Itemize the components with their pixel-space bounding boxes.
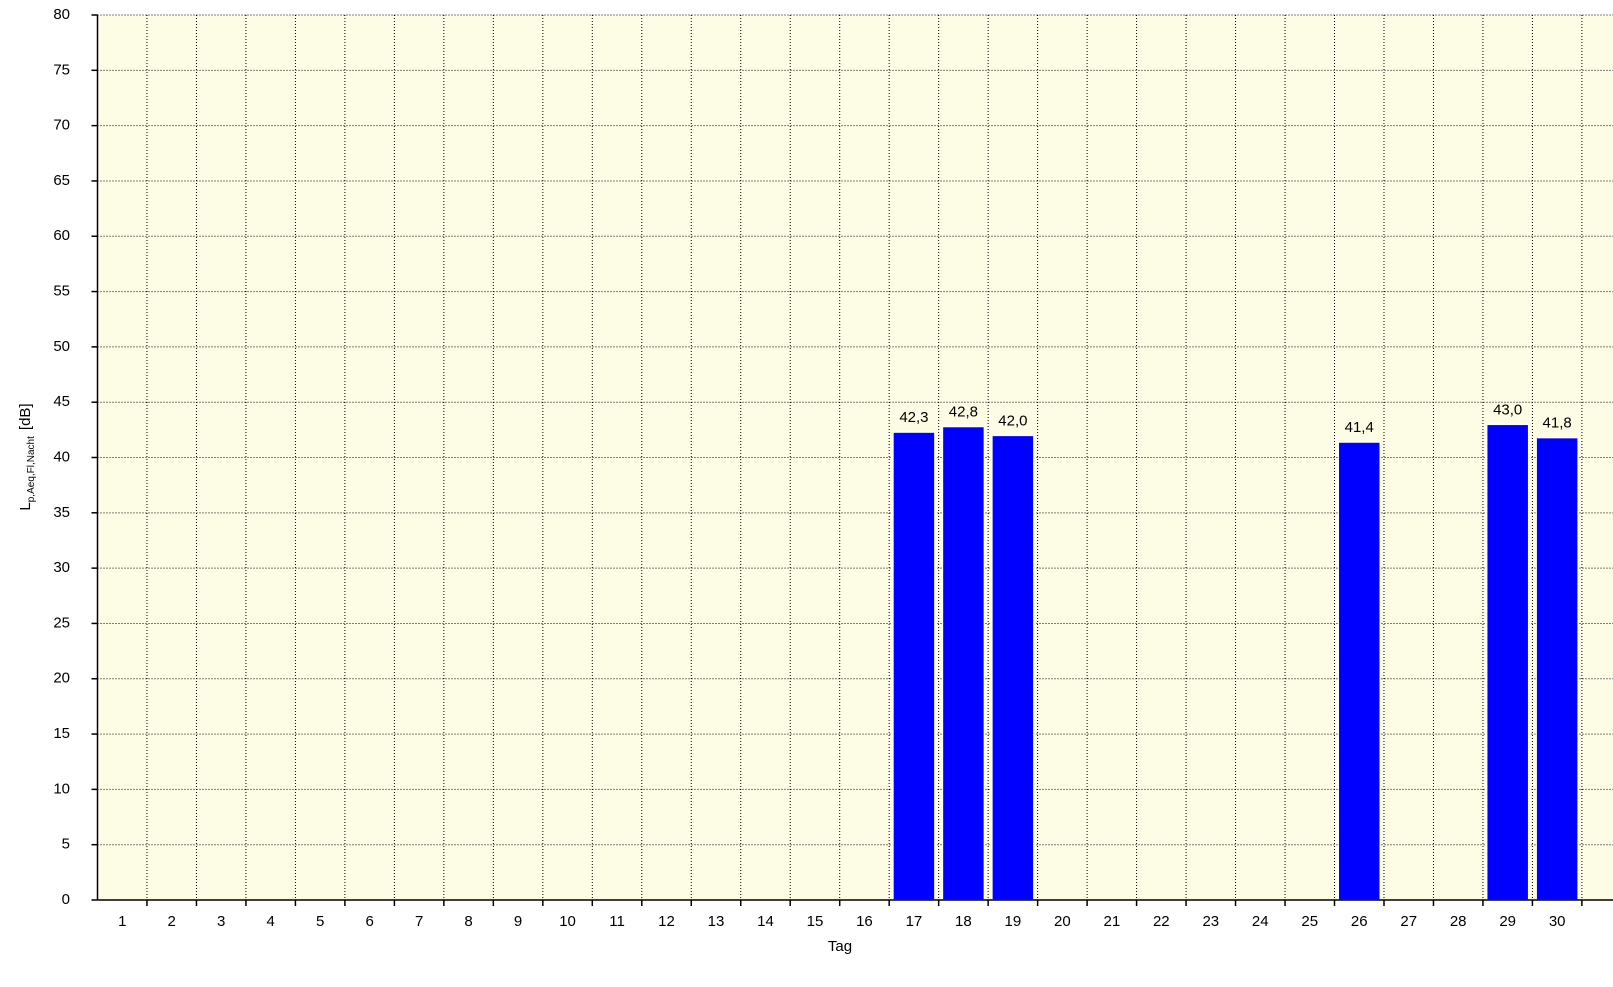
y-tick-label: 45 <box>53 393 70 410</box>
x-tick-label: 28 <box>1450 913 1467 930</box>
x-tick-label: 27 <box>1400 913 1417 930</box>
x-tick-label: 16 <box>856 913 873 930</box>
bar <box>1485 423 1530 901</box>
x-tick-label: 6 <box>365 913 373 930</box>
y-tick-label: 55 <box>53 283 70 300</box>
y-tick-label: 50 <box>53 338 70 355</box>
x-tick-label: 12 <box>658 913 675 930</box>
y-tick-label: 0 <box>62 891 70 908</box>
y-tick-label: 65 <box>53 172 70 189</box>
x-tick-label: 23 <box>1202 913 1219 930</box>
x-tick-label: 25 <box>1301 913 1318 930</box>
x-tick-label: 5 <box>316 913 324 930</box>
bar <box>1535 436 1579 901</box>
x-tick-label: 15 <box>807 913 824 930</box>
x-tick-label: 29 <box>1499 913 1516 930</box>
x-tick-label: 22 <box>1153 913 1170 930</box>
value-label: 42,0 <box>998 412 1027 429</box>
x-tick-label: 8 <box>464 913 472 930</box>
x-tick-label: 24 <box>1252 913 1269 930</box>
x-tick-label: 21 <box>1103 913 1120 930</box>
x-tick-label: 20 <box>1054 913 1071 930</box>
bar <box>1337 441 1381 901</box>
value-label: 41,8 <box>1543 415 1572 432</box>
y-tick-label: 15 <box>53 725 70 742</box>
x-tick-label: 4 <box>267 913 275 930</box>
x-tick-label: 26 <box>1351 913 1368 930</box>
x-axis-label: Tag <box>828 938 852 955</box>
y-tick-label: 75 <box>53 61 70 78</box>
y-tick-label: 60 <box>53 227 70 244</box>
x-tick-label: 13 <box>708 913 725 930</box>
bar <box>941 425 986 901</box>
y-label-main: L <box>17 502 34 510</box>
value-label: 41,4 <box>1345 419 1374 436</box>
x-tick-label: 18 <box>955 913 972 930</box>
x-tick-label: 1 <box>118 913 126 930</box>
y-tick-label: 10 <box>53 780 70 797</box>
x-tick-label: 7 <box>415 913 423 930</box>
y-axis-label: Lp,Aeq,Fl,Nacht [dB] <box>17 403 37 510</box>
y-label-unit: [dB] <box>17 403 34 430</box>
x-tick-label: 14 <box>757 913 774 930</box>
x-tick-label: 17 <box>906 913 923 930</box>
bar <box>991 434 1035 901</box>
y-tick-label: 30 <box>53 559 70 576</box>
x-tick-label: 9 <box>514 913 522 930</box>
y-tick-label: 35 <box>53 504 70 521</box>
y-label-subscript: p,Aeq,Fl,Nacht <box>26 436 37 502</box>
y-tick-label: 70 <box>53 117 70 134</box>
y-tick-label: 80 <box>53 6 70 23</box>
bar <box>892 431 936 901</box>
x-tick-label: 2 <box>168 913 176 930</box>
plot-area <box>98 15 1613 900</box>
value-label: 42,8 <box>949 403 978 420</box>
y-tick-label: 20 <box>53 670 70 687</box>
value-label: 42,3 <box>899 409 928 426</box>
y-tick-label: 5 <box>62 836 70 853</box>
value-label: 43,0 <box>1493 401 1522 418</box>
x-tick-label: 19 <box>1005 913 1022 930</box>
x-tick-label: 30 <box>1549 913 1566 930</box>
x-tick-label: 11 <box>609 913 625 930</box>
x-tick-label: 3 <box>217 913 225 930</box>
x-tick-label: 10 <box>559 913 576 930</box>
y-tick-label: 25 <box>53 614 70 631</box>
y-tick-label: 40 <box>53 448 70 465</box>
